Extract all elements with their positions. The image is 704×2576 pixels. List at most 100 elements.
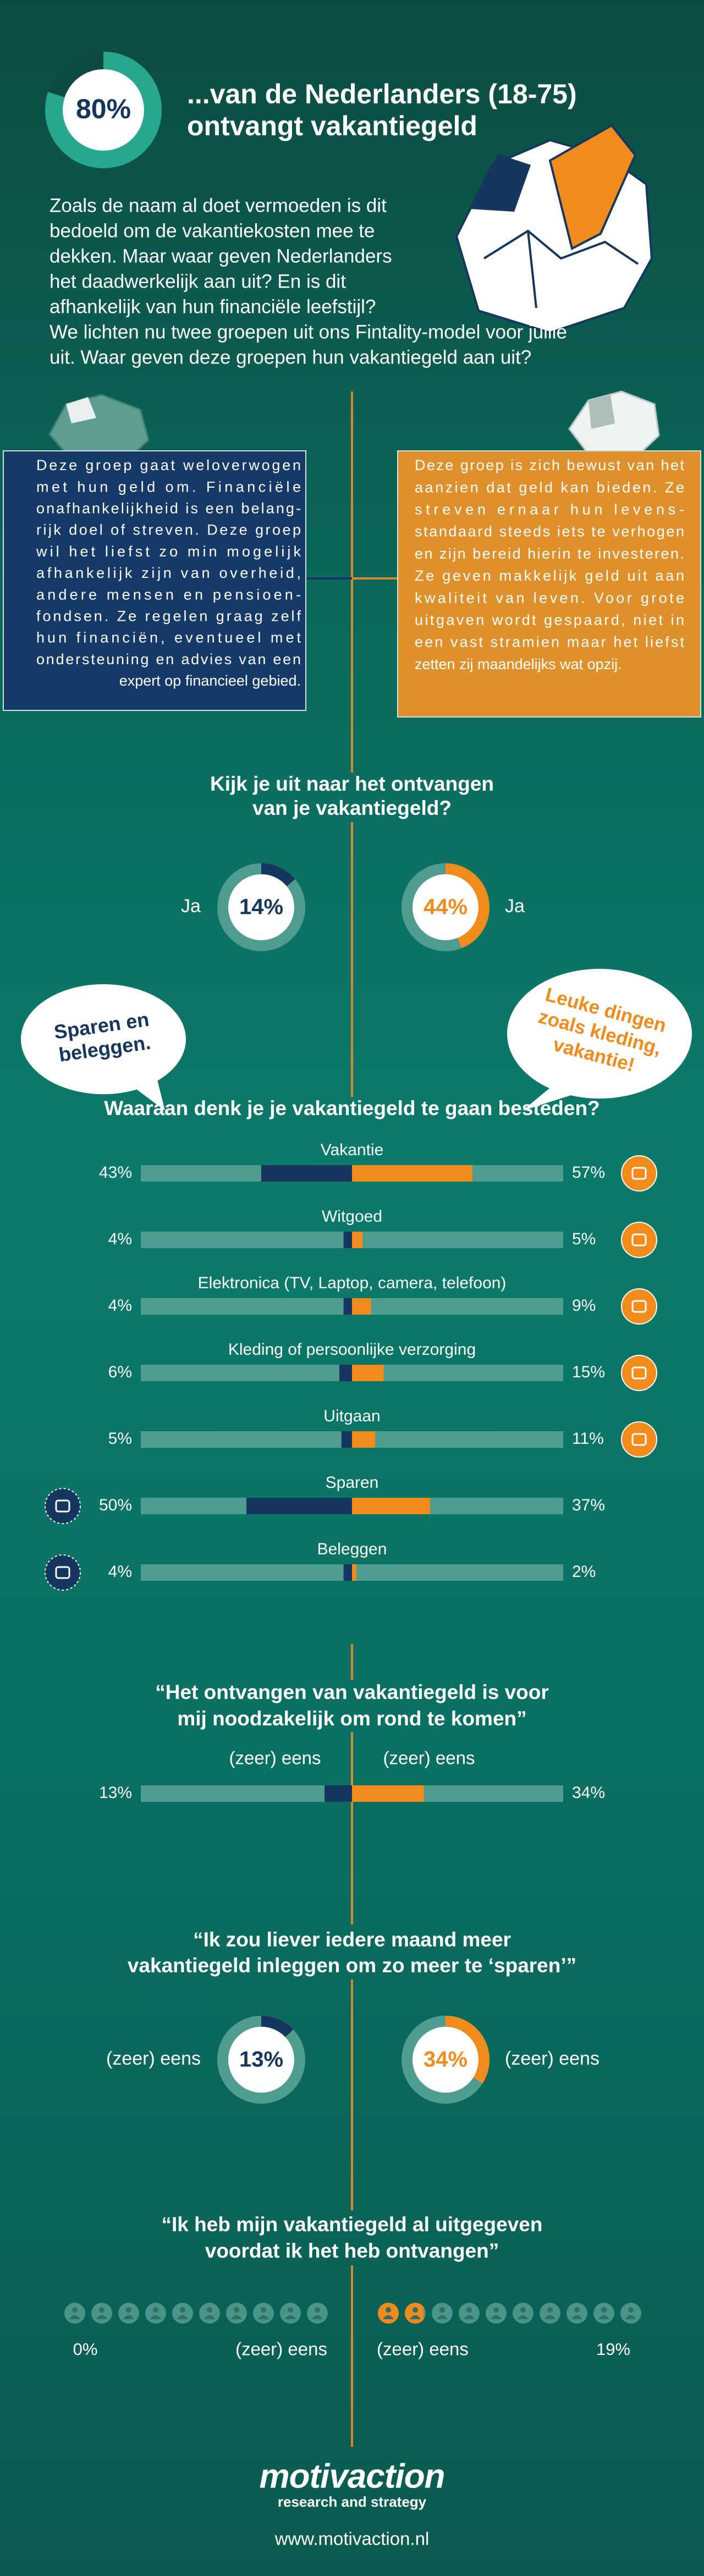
answer-label: Ja <box>505 896 525 917</box>
donut-arc <box>402 863 490 951</box>
donut-right: 44% <box>402 863 490 951</box>
intro-line: afhankelijk van hun financiële leefstijl… <box>50 296 376 317</box>
person-icon <box>566 2303 587 2324</box>
answer-label: (zeer) eens <box>383 1748 475 1768</box>
person-head <box>439 2307 445 2313</box>
donut-center <box>413 2027 479 2093</box>
category-label: Sparen <box>326 1474 379 1492</box>
value-label: 5% <box>108 1430 132 1448</box>
value-label: 13% <box>99 1784 132 1802</box>
group-text-line: streven ernaar hun levens- <box>415 501 684 518</box>
quote-line: voordat ik het heb ontvangen” <box>205 2239 499 2262</box>
person-head <box>547 2307 553 2313</box>
question-line: van je vakantiegeld? <box>252 797 452 819</box>
quote-line: “Ik heb mijn vakantiegeld al uitgegeven <box>162 2213 543 2236</box>
bar <box>343 1564 352 1581</box>
quote-line: mij noodzakelijk om rond te komen” <box>177 1707 526 1730</box>
person-icon <box>540 2303 560 2324</box>
donut-left: 14% <box>217 863 305 951</box>
bar <box>352 1165 472 1182</box>
bar <box>352 1232 363 1248</box>
bar <box>339 1365 352 1381</box>
person-body <box>571 2315 582 2319</box>
person-head <box>413 2307 418 2313</box>
person-circle <box>593 2303 614 2324</box>
category-icon <box>45 1488 81 1524</box>
person-head <box>493 2307 499 2313</box>
person-body <box>383 2315 394 2319</box>
donut-left: 13% <box>217 2016 305 2104</box>
person-head <box>466 2307 472 2313</box>
category-icon <box>621 1155 657 1192</box>
category-icon-glyph <box>631 1233 647 1246</box>
person-icon <box>486 2303 507 2324</box>
person-body <box>285 2315 296 2319</box>
donut-center <box>413 874 479 940</box>
donut-right: 34% <box>402 2016 490 2104</box>
person-circle <box>432 2303 453 2324</box>
donut-label: 44% <box>424 895 468 919</box>
person-icon <box>199 2303 220 2324</box>
value-label: 4% <box>108 1297 132 1315</box>
group-text-line: standaard steeds iets te verhogen <box>415 523 684 540</box>
donut-arc <box>402 2016 490 2104</box>
person-head <box>386 2307 391 2313</box>
group-text-line: Deze groep gaat weloverwogen <box>36 457 301 473</box>
person-body <box>410 2315 421 2319</box>
category-icon-glyph <box>55 1499 70 1513</box>
person-circle <box>91 2303 112 2324</box>
person-head <box>520 2307 526 2313</box>
person-circle <box>307 2303 328 2324</box>
bar <box>246 1498 352 1514</box>
person-circle <box>405 2303 424 2324</box>
bar <box>352 1431 376 1448</box>
person-body <box>598 2315 609 2319</box>
category-label: Kleding of persoonlijke verzorging <box>228 1341 476 1359</box>
person-circle <box>280 2303 301 2324</box>
value-label: 4% <box>108 1230 132 1248</box>
value-label: 9% <box>572 1297 596 1315</box>
person-circle <box>226 2303 247 2324</box>
category-label: Beleggen <box>317 1540 387 1558</box>
donut-center <box>228 874 294 940</box>
donut-arc <box>217 863 305 951</box>
quote-line: “Het ontvangen van vakantiegeld is voor <box>155 1681 549 1703</box>
person-circle <box>459 2303 480 2324</box>
value-label: 11% <box>572 1430 604 1448</box>
person-icon-highlight <box>378 2303 399 2324</box>
category-icon-glyph <box>55 1566 70 1579</box>
group-text-line: aanzien dat geld kan bieden. Ze <box>415 479 684 495</box>
group-text-line: kwaliteit van leven. Voor grote <box>415 589 684 606</box>
value-label: 2% <box>572 1563 596 1581</box>
intro-line: dekken. Maar waar geven Nederlanders <box>50 245 392 267</box>
person-icon <box>64 2303 85 2324</box>
category-label: Vakantie <box>321 1141 384 1159</box>
value-label: 50% <box>99 1496 132 1514</box>
person-icon <box>172 2303 193 2324</box>
person-circle <box>378 2303 399 2324</box>
person-head <box>234 2307 239 2313</box>
value-label: 4% <box>108 1563 132 1581</box>
person-body <box>204 2315 215 2319</box>
person-body <box>312 2315 323 2319</box>
person-icon <box>593 2303 614 2324</box>
value-label: 0% <box>73 2340 98 2359</box>
bar <box>352 1564 356 1581</box>
person-icon <box>432 2303 453 2324</box>
person-head <box>288 2307 293 2313</box>
intro-line: Zoals de naam al doet vermoeden is dit <box>50 195 387 216</box>
person-icon <box>226 2303 247 2324</box>
person-circle <box>64 2303 85 2324</box>
quote-line: vakantiegeld inleggen om zo meer te ‘spa… <box>128 1954 576 1977</box>
speech-bubble <box>21 984 186 1094</box>
category-icon <box>45 1554 81 1591</box>
value-label: 6% <box>108 1363 132 1381</box>
person-circle <box>620 2303 641 2324</box>
person-circle <box>199 2303 220 2324</box>
person-circle <box>566 2303 587 2324</box>
category-label: Witgoed <box>322 1207 382 1226</box>
bar <box>343 1298 352 1315</box>
value-label: 34% <box>572 1784 605 1802</box>
value-label: 43% <box>99 1163 132 1182</box>
